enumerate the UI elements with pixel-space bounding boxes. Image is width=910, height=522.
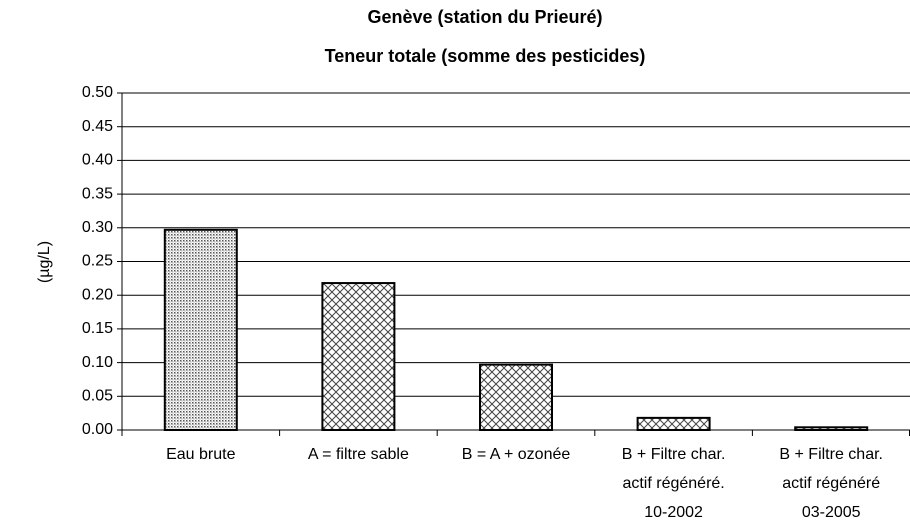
y-tick-label: 0.45 [82, 118, 113, 135]
y-tick-label: 0.35 [82, 185, 113, 202]
bar [163, 228, 238, 431]
x-tick-label: B + Filtre char. actif régénéré 03-2005 [779, 446, 883, 521]
x-tick-label: B = A + ozonée [462, 446, 571, 463]
y-tick-label: 0.25 [82, 253, 113, 270]
y-tick-label: 0.15 [82, 320, 113, 337]
y-tick-label: 0.05 [82, 388, 113, 405]
chart-subtitle: Teneur totale (somme des pesticides) [325, 46, 646, 66]
x-tick-label: Eau brute [166, 446, 235, 463]
x-tick-label: A = filtre sable [308, 446, 409, 463]
y-tick-label: 0.20 [82, 286, 113, 303]
bar [321, 282, 396, 431]
bar [636, 416, 711, 432]
x-tick-label: B + Filtre char. actif régénéré. 10-2002 [622, 446, 726, 521]
y-tick-label: 0.40 [82, 152, 113, 169]
bar [794, 426, 869, 431]
y-tick-label: 0.10 [82, 354, 113, 371]
y-tick-label: 0.30 [82, 219, 113, 236]
y-tick-label: 0.50 [82, 84, 113, 101]
y-tick-label: 0.00 [82, 421, 113, 438]
y-axis-label: (µg/L) [36, 241, 53, 283]
chart-title: Genève (station du Prieuré) [367, 7, 602, 27]
bar [479, 363, 553, 432]
